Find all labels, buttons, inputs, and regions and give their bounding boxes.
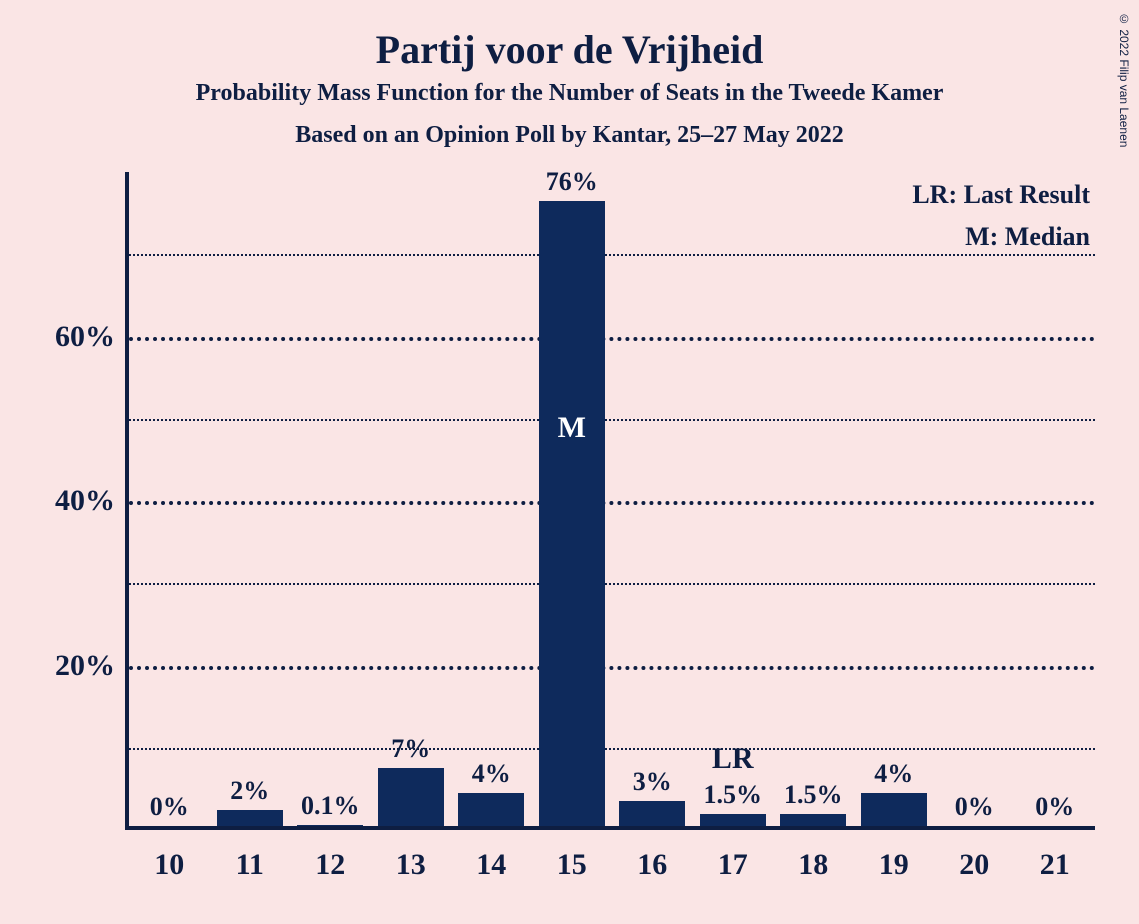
x-axis — [125, 826, 1095, 830]
x-tick-label: 12 — [290, 848, 371, 882]
bar — [700, 814, 766, 826]
chart-title: Partij voor de Vrijheid — [0, 26, 1139, 73]
legend-m: M: Median — [965, 222, 1090, 252]
bar-value-label: 7% — [371, 734, 452, 764]
chart-plot-area: 20%40%60%100%112%120.1%137%144%1576%M163… — [125, 172, 1095, 890]
bar — [217, 810, 283, 826]
y-tick-label: 20% — [25, 649, 115, 683]
bar-value-label: 2% — [210, 776, 291, 806]
grid-major — [129, 501, 1095, 505]
bar-value-label: 0.1% — [290, 791, 371, 821]
grid-minor — [129, 748, 1095, 750]
bar-value-label: 0% — [1015, 792, 1096, 822]
bar — [539, 201, 605, 826]
last-result-marker: LR — [693, 742, 774, 776]
bar-value-label: 3% — [612, 767, 693, 797]
x-tick-label: 17 — [693, 848, 774, 882]
bar-value-label: 76% — [532, 167, 613, 197]
grid-minor — [129, 254, 1095, 256]
x-tick-label: 15 — [532, 848, 613, 882]
x-tick-label: 18 — [773, 848, 854, 882]
bar-value-label: 1.5% — [773, 780, 854, 810]
bar-value-label: 4% — [854, 759, 935, 789]
bar — [458, 793, 524, 826]
x-tick-label: 14 — [451, 848, 532, 882]
y-tick-label: 40% — [25, 484, 115, 518]
copyright-text: © 2022 Filip van Laenen — [1117, 12, 1131, 147]
bar — [861, 793, 927, 826]
median-marker: M — [539, 411, 605, 445]
grid-major — [129, 337, 1095, 341]
bar — [378, 768, 444, 826]
bar-value-label: 0% — [934, 792, 1015, 822]
y-tick-label: 60% — [25, 320, 115, 354]
chart-subtitle-2: Based on an Opinion Poll by Kantar, 25–2… — [0, 122, 1139, 149]
grid-minor — [129, 583, 1095, 585]
bar-value-label: 1.5% — [693, 780, 774, 810]
bar — [297, 825, 363, 826]
grid-major — [129, 666, 1095, 670]
x-tick-label: 21 — [1015, 848, 1096, 882]
grid-minor — [129, 419, 1095, 421]
x-tick-label: 16 — [612, 848, 693, 882]
bar — [780, 814, 846, 826]
chart-subtitle-1: Probability Mass Function for the Number… — [0, 80, 1139, 107]
bar-value-label: 4% — [451, 759, 532, 789]
legend-lr: LR: Last Result — [912, 180, 1090, 210]
bar-value-label: 0% — [129, 792, 210, 822]
x-tick-label: 13 — [371, 848, 452, 882]
x-tick-label: 10 — [129, 848, 210, 882]
x-tick-label: 11 — [210, 848, 291, 882]
bar — [619, 801, 685, 826]
x-tick-label: 20 — [934, 848, 1015, 882]
x-tick-label: 19 — [854, 848, 935, 882]
